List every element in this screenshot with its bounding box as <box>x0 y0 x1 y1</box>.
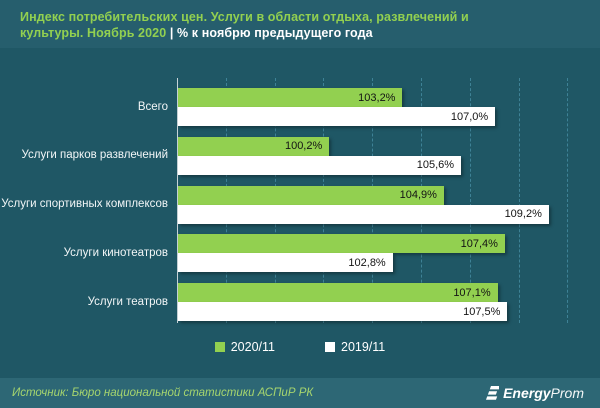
title-text-subtitle: | % к ноябрю предыдущего года <box>169 26 373 40</box>
energyprom-e-icon <box>486 386 500 400</box>
title-text-green-1: Индекс потребительских цен. Услуги в обл… <box>20 10 469 24</box>
bar-2020-11: 107,4% <box>178 234 505 254</box>
chart-area: 2020/11 2019/11 Всего 103,2% 107,0% Услуги п… <box>0 48 600 378</box>
bar-value-label: 107,0% <box>450 110 489 123</box>
bar-2020-11: 104,9% <box>178 185 444 205</box>
category-label: Услуги театров <box>87 295 168 308</box>
legend-label: 2019/11 <box>341 340 386 354</box>
bar-2019-11: 105,6% <box>178 155 462 175</box>
bar-value-label: 107,5% <box>463 305 501 318</box>
bar-value-label: 107,1% <box>453 286 491 299</box>
logo-text: EnergyProm <box>503 385 584 401</box>
bar-value-label: 103,2% <box>358 91 396 104</box>
bar-2020-11: 103,2% <box>178 88 403 107</box>
bar-value-label: 105,6% <box>416 159 455 172</box>
bar-value-label: 102,8% <box>348 256 386 269</box>
chart-title-banner: Индекс потребительских цен. Услуги в обл… <box>0 0 600 48</box>
logo-text-light: Prom <box>550 385 584 401</box>
title-line-1: Индекс потребительских цен. Услуги в обл… <box>20 9 580 25</box>
vertical-gridline <box>518 78 520 323</box>
legend-swatch <box>325 342 335 352</box>
legend-label: 2020/11 <box>230 340 275 354</box>
bar-2019-11: 107,0% <box>178 107 496 126</box>
legend-item: 2020/11 <box>214 340 275 354</box>
bar-value-label: 100,2% <box>284 140 323 153</box>
vertical-gridline <box>567 78 569 323</box>
bar-2019-11: 109,2% <box>178 204 549 224</box>
y-axis-line <box>177 78 178 323</box>
footer-bar: Источник: Бюро национальной статистики А… <box>0 378 600 408</box>
bar-value-label: 104,9% <box>399 189 437 201</box>
energyprom-logo: EnergyProm <box>482 385 584 401</box>
legend-item: 2019/11 <box>325 340 385 354</box>
bar-2019-11: 102,8% <box>178 253 393 273</box>
category-label: Услуги спортивных комплексов <box>1 198 168 210</box>
title-line-2: культуры. Ноябрь 2020 | % к ноябрю преды… <box>20 25 580 41</box>
chart-bar-group: Всего 103,2% 107,0% <box>0 88 600 126</box>
title-text-green-2: культуры. Ноябрь 2020 <box>20 26 167 40</box>
chart-legend: 2020/11 2019/11 <box>0 340 600 354</box>
chart-bar-group: Услуги парков развлечений 100,2% 105,6% <box>0 136 600 175</box>
bar-value-label: 107,4% <box>460 237 498 250</box>
bar-2020-11: 107,1% <box>178 283 498 302</box>
chart-bar-group: Услуги кинотеатров 107,4% 102,8% <box>0 234 600 273</box>
chart-bar-group: Услуги спортивных комплексов 104,9% 109,2% <box>0 185 600 224</box>
source-caption: Источник: Бюро национальной статистики А… <box>12 387 314 399</box>
bar-value-label: 109,2% <box>504 208 542 220</box>
category-label: Услуги кинотеатров <box>63 246 168 259</box>
category-label: Услуги парков развлечений <box>21 149 168 162</box>
vertical-gridline <box>469 78 471 323</box>
category-label: Всего <box>137 100 168 113</box>
legend-swatch <box>214 342 225 352</box>
chart-bar-group: Услуги театров 107,1% 107,5% <box>0 283 600 321</box>
logo-text-bold: Energy <box>503 385 551 401</box>
bar-2020-11: 100,2% <box>178 136 330 156</box>
bar-2019-11: 107,5% <box>178 302 508 321</box>
